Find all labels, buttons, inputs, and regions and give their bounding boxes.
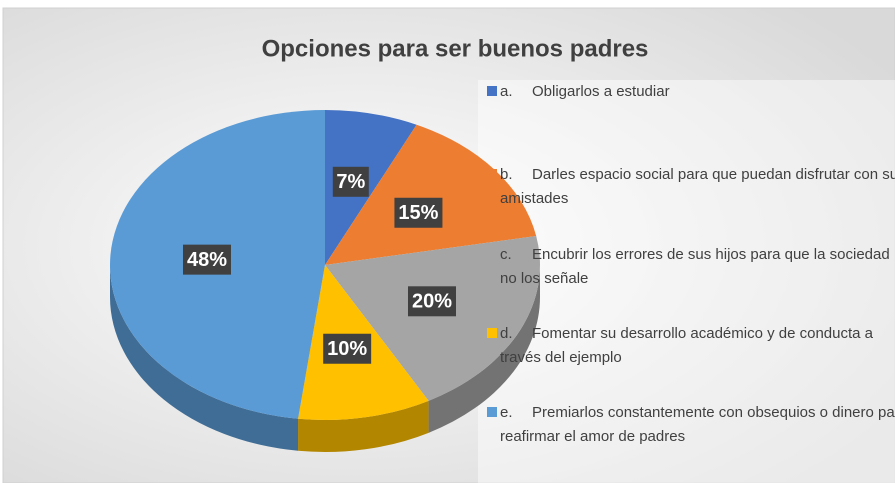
data-label: 48% bbox=[187, 249, 227, 271]
legend-entry: e. Premiarlos constantemente con obsequi… bbox=[487, 401, 895, 449]
pie-slice bbox=[325, 110, 417, 265]
legend-label: b. Darles espacio social para que puedan… bbox=[500, 166, 895, 207]
pie-side bbox=[110, 265, 299, 451]
legend-background bbox=[478, 80, 895, 483]
data-label: 15% bbox=[398, 202, 438, 224]
data-label-box bbox=[407, 286, 456, 317]
legend-swatch bbox=[487, 407, 497, 417]
legend-label: e. Premiarlos constantemente con obsequi… bbox=[500, 404, 895, 445]
legend-swatch bbox=[487, 328, 497, 338]
legend-entry: c. Encubrir los errores de sus hijos par… bbox=[487, 243, 895, 291]
pie-side bbox=[428, 265, 540, 433]
legend-label: a. Obligarlos a estudiar bbox=[500, 83, 670, 100]
chart-title: Opciones para ser buenos padres bbox=[262, 35, 649, 62]
legend-label: c. Encubrir los errores de sus hijos par… bbox=[500, 246, 894, 287]
data-label: 20% bbox=[412, 291, 452, 313]
legend-swatch bbox=[487, 86, 497, 96]
data-label: 7% bbox=[336, 171, 365, 193]
pie-side bbox=[298, 400, 429, 452]
legend-entry: d. Fomentar su desarrollo académico y de… bbox=[487, 322, 895, 370]
data-label-box bbox=[323, 333, 372, 364]
legend-entry: a. Obligarlos a estudiar bbox=[487, 80, 895, 104]
pie-slice bbox=[325, 124, 537, 266]
legend-entry: b. Darles espacio social para que puedan… bbox=[487, 163, 895, 211]
legend-swatch bbox=[487, 169, 497, 179]
data-label: 10% bbox=[327, 338, 367, 360]
data-label-box bbox=[182, 244, 231, 275]
pie-slice bbox=[325, 235, 540, 401]
legend-swatch bbox=[487, 249, 497, 259]
legend-label: d. Fomentar su desarrollo académico y de… bbox=[500, 325, 878, 366]
data-label-box bbox=[332, 166, 369, 197]
data-label-box bbox=[394, 197, 443, 228]
